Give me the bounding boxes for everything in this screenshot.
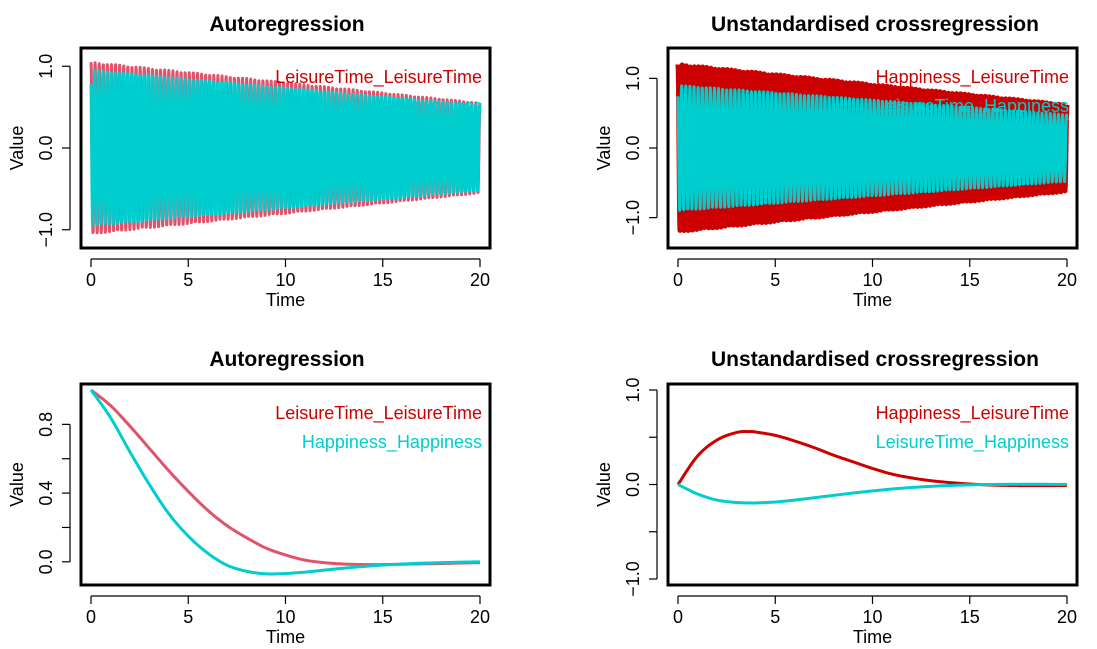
chart-title: Unstandardised crossregression (711, 13, 1039, 36)
plot-frame (666, 46, 1079, 250)
series-group (89, 61, 482, 235)
y-tick-label: −1.0 (36, 212, 56, 248)
x-tick-label: 5 (183, 607, 193, 627)
y-axis-label: Value (594, 126, 614, 171)
x-tick-label: 15 (373, 607, 393, 627)
legend-entry-1: LeisureTime_LeisureTime (275, 403, 482, 424)
x-tick-label: 5 (770, 607, 780, 627)
chart-title: Autoregression (209, 13, 364, 36)
x-tick-label: 15 (960, 270, 980, 290)
y-axis-label: Value (7, 462, 27, 507)
legend-entry-2: LeisureTime_Happiness (876, 432, 1069, 453)
x-tick-label: 0 (673, 607, 683, 627)
x-axis-label: Time (853, 627, 892, 647)
chart-title: Autoregression (209, 348, 364, 371)
plot-frame (666, 382, 1079, 587)
x-tick-label: 20 (1057, 607, 1077, 627)
series-line-2 (676, 84, 1069, 212)
y-tick-label: 0.0 (36, 549, 56, 574)
series-line-2 (89, 389, 481, 576)
x-tick-label: 5 (770, 270, 780, 290)
plot-frame (79, 46, 492, 250)
y-tick-label: −1.0 (623, 561, 643, 597)
legend-entry-2: Happiness_Happiness (302, 96, 482, 117)
series-line-2 (677, 482, 1068, 505)
chart-panel-3: Autoregression LeisureTime_LeisureTime Hap… (7, 348, 492, 647)
x-tick-label: 15 (960, 607, 980, 627)
series-line-2 (89, 69, 482, 227)
y-axis-label: Value (7, 126, 27, 171)
x-tick-label: 10 (275, 270, 295, 290)
series-group (89, 388, 481, 576)
y-tick-label: 0.0 (36, 135, 56, 160)
y-tick-label: 0.0 (623, 472, 643, 497)
legend-entry-2: LeisureTime_Happiness (876, 96, 1069, 117)
x-tick-label: 15 (373, 270, 393, 290)
y-tick-label: −1.0 (623, 200, 643, 236)
x-tick-label: 20 (1057, 270, 1077, 290)
legend-entry-1: LeisureTime_LeisureTime (275, 67, 482, 88)
x-axis-label: Time (266, 290, 305, 310)
x-axis-label: Time (266, 627, 305, 647)
legend-entry-1: Happiness_LeisureTime (876, 67, 1069, 88)
y-tick-label: 1.0 (623, 66, 643, 91)
series-group (676, 430, 1068, 505)
x-tick-label: 0 (86, 607, 96, 627)
x-axis-label: Time (853, 290, 892, 310)
y-tick-label: 0.8 (36, 412, 56, 437)
plot-frame (79, 382, 492, 587)
x-tick-label: 10 (862, 607, 882, 627)
x-tick-label: 5 (183, 270, 193, 290)
chart-panel-1: Autoregression LeisureTime_LeisureTime Hap… (7, 13, 492, 310)
y-axis-label: Value (594, 462, 614, 507)
chart-panel-4: Unstandardised crossregression Happiness_… (594, 348, 1079, 647)
x-tick-label: 20 (470, 607, 490, 627)
legend-entry-1: Happiness_LeisureTime (876, 403, 1069, 424)
chart-title: Unstandardised crossregression (711, 348, 1039, 371)
y-tick-label: 1.0 (36, 54, 56, 79)
y-tick-label: 0.0 (623, 135, 643, 160)
y-tick-label: 0.4 (36, 481, 56, 506)
y-tick-label: 1.0 (623, 377, 643, 402)
legend-entry-2: Happiness_Happiness (302, 432, 482, 453)
x-tick-label: 20 (470, 270, 490, 290)
series-group (675, 62, 1070, 234)
chart-panel-2: Unstandardised crossregression Happiness_… (594, 13, 1079, 310)
x-tick-label: 10 (275, 607, 295, 627)
x-tick-label: 10 (862, 270, 882, 290)
x-tick-label: 0 (86, 270, 96, 290)
x-tick-label: 0 (673, 270, 683, 290)
